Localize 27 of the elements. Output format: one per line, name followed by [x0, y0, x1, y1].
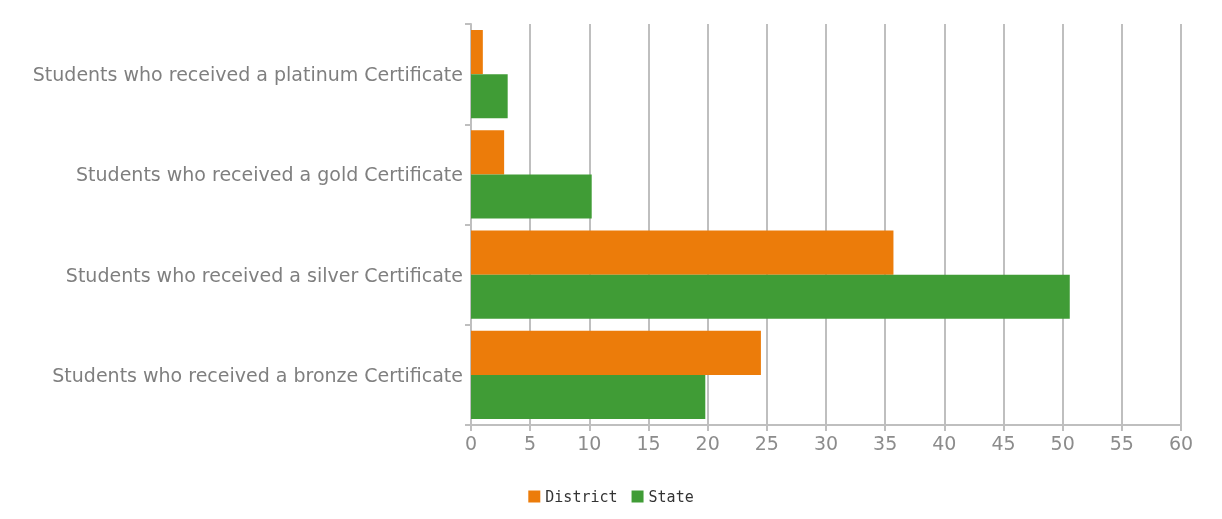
- y-tick-label: Students who received a silver Certificate: [65, 263, 463, 286]
- x-tick-label: 0: [464, 431, 478, 454]
- x-tick-label: 5: [524, 431, 537, 454]
- bar: [471, 230, 894, 275]
- x-tick-label: 55: [1109, 431, 1134, 454]
- x-tick-label: 30: [813, 431, 839, 454]
- x-tick-label: 15: [636, 431, 661, 454]
- bar: [471, 374, 706, 419]
- bar: [471, 30, 483, 75]
- x-tick-label: 40: [932, 431, 957, 454]
- y-tick-label: Students who received a bronze Certificate: [52, 363, 463, 386]
- bar: [471, 74, 508, 119]
- x-tick-label: 45: [991, 431, 1016, 454]
- legend-label: State: [648, 487, 694, 506]
- x-tick-label: 10: [577, 431, 602, 454]
- bar: [471, 330, 761, 375]
- y-tick-label: Students who received a gold Certificate: [76, 163, 463, 186]
- x-tick-label: 35: [873, 431, 898, 454]
- bar: [471, 130, 505, 175]
- x-tick-label: 50: [1050, 431, 1075, 454]
- y-tick-label: Students who received a platinum Certificate: [32, 63, 463, 86]
- bar: [471, 274, 1070, 319]
- x-tick-label: 60: [1168, 431, 1194, 454]
- bar: [471, 174, 592, 219]
- x-tick-label: 20: [695, 431, 720, 454]
- legend-label: District: [545, 487, 618, 506]
- x-tick-label: 25: [754, 431, 779, 454]
